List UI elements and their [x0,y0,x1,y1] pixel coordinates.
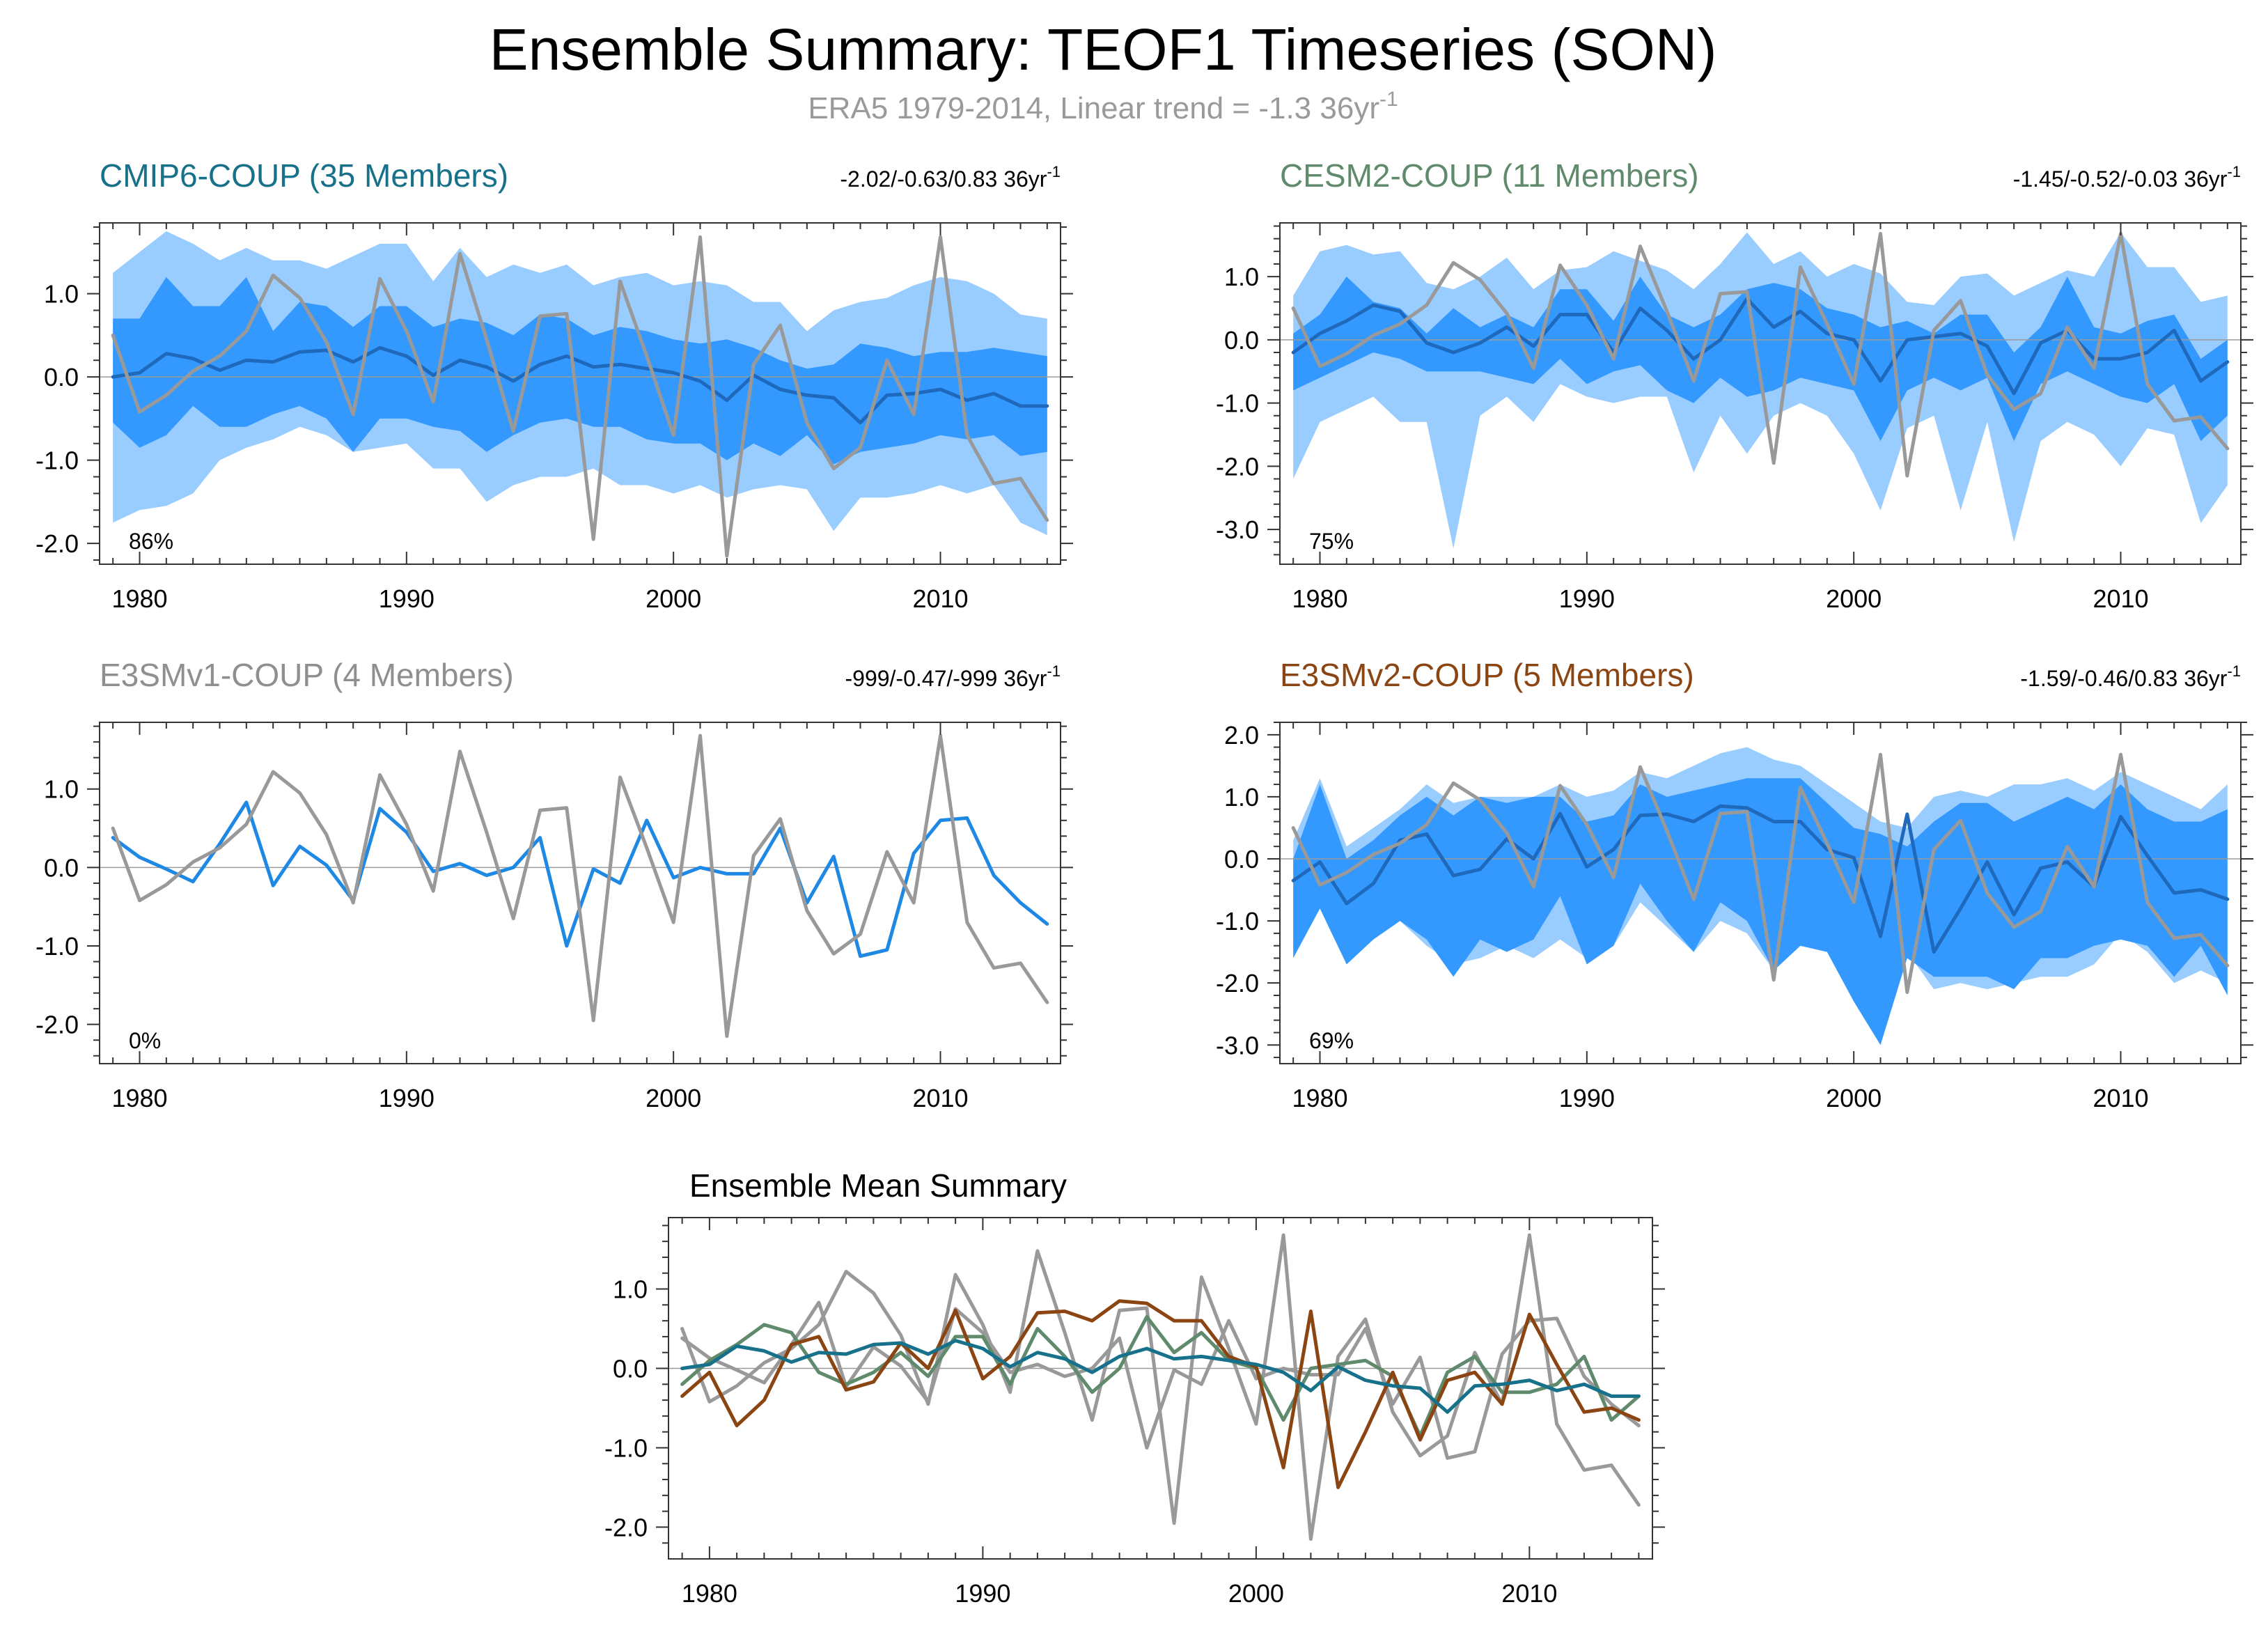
x-tick-label: 2000 [646,584,701,613]
y-tick-label: 0.0 [44,853,79,882]
y-tick-label: -2.0 [1216,969,1259,997]
y-tick-label: 0.0 [1224,326,1259,355]
plot-area [100,231,1061,558]
x-tick-label: 2010 [912,1084,968,1112]
x-tick-label: 2000 [1228,1579,1284,1608]
trend-stats-label: -1.59/-0.46/0.83 36yr-1 [2020,662,2241,691]
x-tick-label: 1990 [1559,1084,1615,1112]
trend-stats-label: -1.45/-0.52/-0.03 36yr-1 [2013,163,2241,192]
y-tick-label: -1.0 [1216,907,1259,935]
x-tick-label: 2010 [1501,1579,1557,1608]
percent-label: 86% [129,529,173,554]
panel-mean_summary: Ensemble Mean Summary 1980 1990 2000 2010 1.0… [604,1167,1665,1608]
series-line-ensemble-mean [111,345,1049,425]
main-title: Ensemble Summary: TEOF1 Timeseries (SON) [490,17,1717,82]
trend-stats-text: -1.45/-0.52/-0.03 36yr [2013,166,2228,192]
x-tick-label: 1980 [111,1084,167,1112]
y-tick-label: -2.0 [36,529,79,558]
y-tick-label: -2.0 [36,1011,79,1039]
x-tick-label: 1990 [379,584,435,613]
panel-title: Ensemble Mean Summary [689,1167,1067,1204]
series-line-era5 [111,733,1049,1039]
panel-cesm2: CESM2-COUP (11 Members) -1.45/-0.52/-0.03… [1216,157,2253,613]
x-tick-label: 2000 [1826,584,1882,613]
spread-band-inner [113,277,1047,465]
x-tick-label: 2010 [2093,1084,2148,1112]
series-line-era5 [1291,231,2230,478]
y-tick-label: 1.0 [44,775,79,804]
x-tick-label: 2000 [1826,1084,1882,1112]
y-tick-label: 1.0 [44,280,79,309]
series-line-cmip6-coup [680,1339,1641,1414]
y-tick-label: -1.0 [604,1434,648,1462]
panel-title: CMIP6-COUP (35 Members) [100,157,508,194]
x-tick-label: 2010 [912,584,968,613]
plot-frame [99,722,1061,1064]
trend-stats-superscript: -1 [2227,163,2241,180]
y-tick-label: -1.0 [36,932,79,961]
plot-frame [668,1217,1653,1560]
subtitle: ERA5 1979-2014, Linear trend = -1.3 36yr… [808,88,1398,125]
subtitle-superscript: -1 [1379,88,1398,111]
series-line-e3smv1-coup [680,1300,1641,1460]
trend-stats-superscript: -1 [1047,163,1061,180]
panel-title: E3SMv2-COUP (5 Members) [1280,657,1694,693]
panels-group: CMIP6-COUP (35 Members) -2.02/-0.63/0.83 … [36,157,2253,1608]
series-line-era5 [111,235,1049,558]
y-tick-label: -1.0 [36,446,79,475]
plot-area [1280,747,2241,1046]
panel-e3smv1: E3SMv1-COUP (4 Members) -999/-0.47/-999 3… [36,657,1073,1112]
y-tick-label: -2.0 [604,1513,648,1541]
series-line-ensemble-mean [111,800,1049,958]
series-line-ensemble-mean [1291,804,2230,954]
plot-area [1280,231,2241,549]
trend-stats-text: -999/-0.47/-999 36yr [845,666,1047,691]
panel-title: E3SMv1-COUP (4 Members) [100,657,514,693]
trend-stats-superscript: -1 [1047,662,1061,680]
trend-stats-label: -999/-0.47/-999 36yr-1 [845,662,1061,691]
x-tick-label: 2000 [646,1084,701,1112]
panel-e3smv2: E3SMv2-COUP (5 Members) -1.59/-0.46/0.83 … [1216,657,2253,1112]
plot-area [100,733,1061,1039]
trend-stats-text: -1.59/-0.46/0.83 36yr [2020,666,2227,691]
percent-label: 0% [129,1028,161,1053]
plot-frame [1279,222,2242,565]
y-tick-label: 1.0 [1224,263,1259,291]
x-tick-label: 1990 [379,1084,435,1112]
series-line-era5 [1291,752,2230,994]
x-tick-label: 1980 [1292,584,1347,613]
series-line-e3smv2-coup [680,1299,1641,1489]
trend-stats-superscript: -1 [2227,662,2241,680]
y-tick-label: -1.0 [1216,389,1259,418]
percent-label: 75% [1309,529,1354,554]
panel-title: CESM2-COUP (11 Members) [1280,157,1699,194]
y-tick-label: 1.0 [613,1275,648,1304]
y-tick-label: 0.0 [44,363,79,391]
panel-cmip6: CMIP6-COUP (35 Members) -2.02/-0.63/0.83 … [36,157,1073,613]
series-line-era5 [680,1233,1641,1541]
x-tick-label: 1980 [111,584,167,613]
y-tick-label: -3.0 [1216,1031,1259,1059]
x-tick-label: 2010 [2093,584,2148,613]
trend-stats-text: -2.02/-0.63/0.83 36yr [840,166,1047,192]
y-tick-label: 0.0 [1224,845,1259,873]
y-tick-label: -2.0 [1216,452,1259,481]
y-tick-label: 2.0 [1224,721,1259,749]
plot-area [668,1233,1652,1541]
subtitle-text: ERA5 1979-2014, Linear trend = -1.3 36yr [808,91,1379,125]
y-tick-label: 1.0 [1224,783,1259,811]
x-tick-label: 1980 [1292,1084,1347,1112]
x-tick-label: 1980 [682,1579,737,1608]
x-tick-label: 1990 [955,1579,1010,1608]
spread-band-inner [1293,778,2228,1046]
trend-stats-label: -2.02/-0.63/0.83 36yr-1 [840,163,1061,192]
y-tick-label: -3.0 [1216,515,1259,544]
plot-frame [1279,722,2242,1064]
spread-band-inner [1293,277,2228,442]
y-tick-label: 0.0 [613,1355,648,1383]
x-tick-label: 1990 [1559,584,1615,613]
percent-label: 69% [1309,1028,1354,1053]
